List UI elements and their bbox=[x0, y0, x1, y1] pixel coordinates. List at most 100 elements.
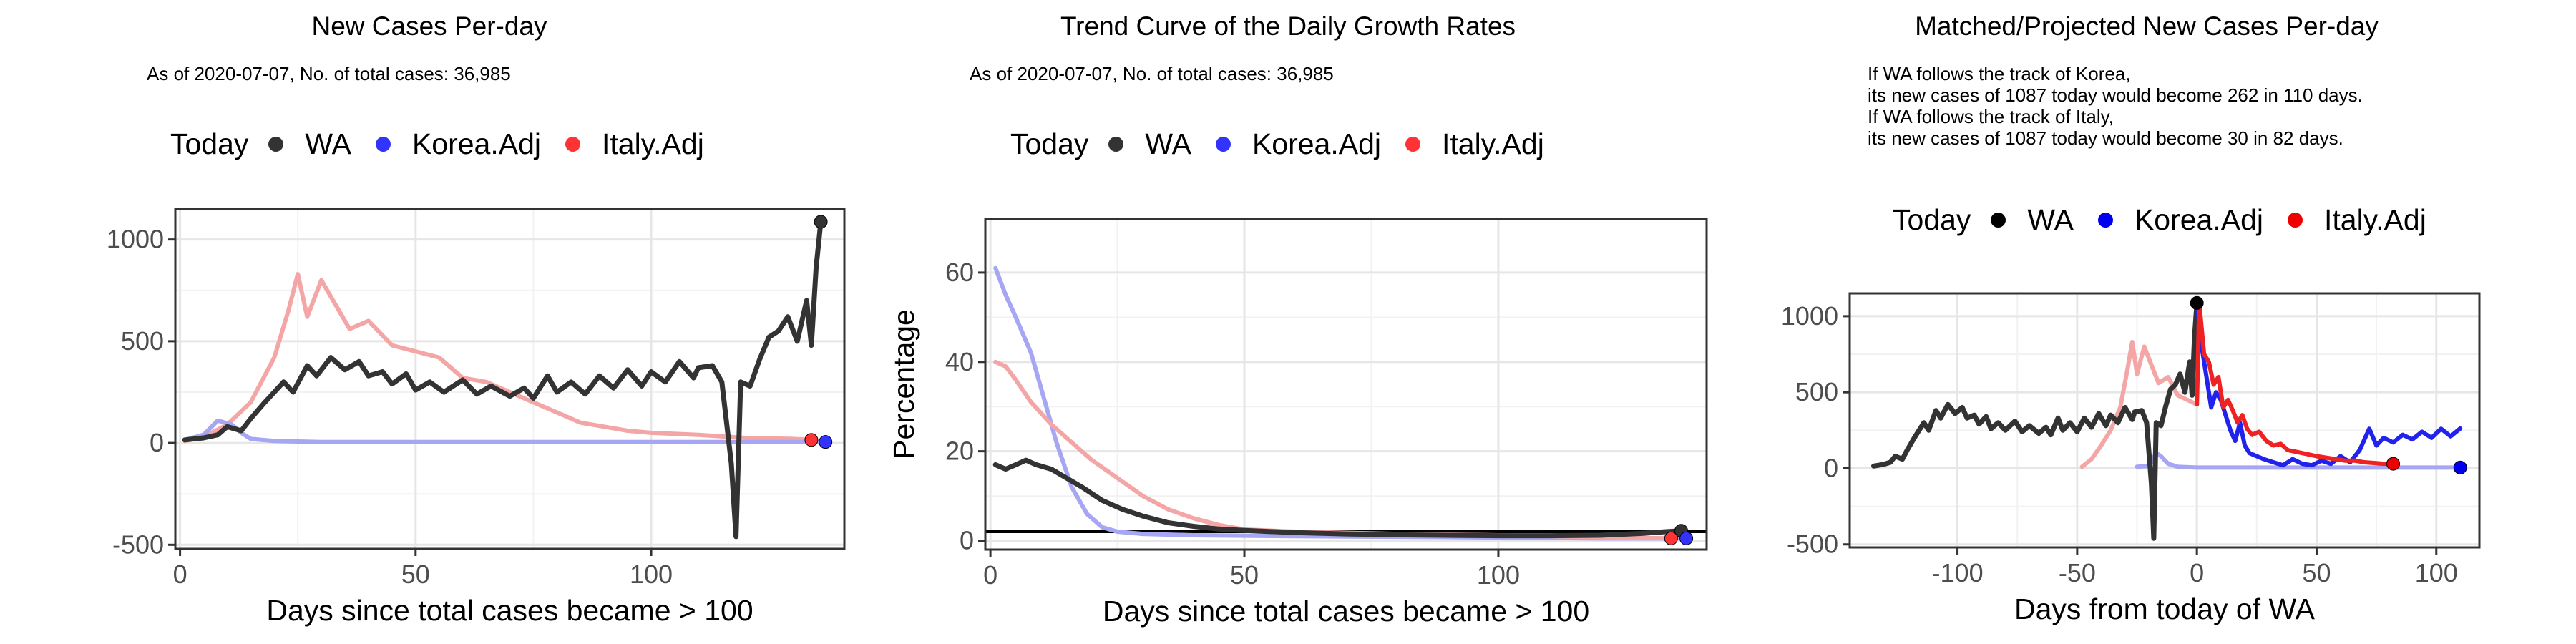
x-axis-title: Days from today of WA bbox=[2014, 592, 2316, 625]
subtitle-line: its new cases of 1087 today would become… bbox=[1868, 84, 2363, 106]
legend-item-korea: Korea.Adj bbox=[375, 127, 542, 161]
x-tick-label: 50 bbox=[1230, 560, 1259, 590]
y-tick-label: 20 bbox=[945, 436, 974, 466]
y-tick-label: 500 bbox=[1795, 377, 1838, 406]
legend-label: Italy.Adj bbox=[2324, 203, 2426, 236]
subtitle-line: As of 2020-07-07, No. of total cases: 36… bbox=[147, 63, 511, 84]
series-line-italy-adj-history bbox=[2079, 340, 2200, 469]
grid bbox=[985, 219, 1707, 550]
legend-dot-icon bbox=[268, 137, 284, 152]
marker-today-italy-adj bbox=[804, 433, 819, 447]
legend-title: Today bbox=[170, 127, 249, 160]
legend-title: Today bbox=[1010, 127, 1089, 160]
series-line-korea-adj bbox=[2195, 301, 2463, 468]
legend-title: Today bbox=[1893, 203, 1971, 236]
marker-today-italy-adj bbox=[1664, 531, 1678, 545]
legend: Today WA Korea.Adj Italy.Adj bbox=[1893, 203, 2451, 237]
legend: Today WA Korea.Adj Italy.Adj bbox=[170, 127, 728, 161]
legend-label: WA bbox=[2027, 203, 2074, 236]
chart-title: Matched/Projected New Cases Per-day bbox=[1915, 11, 2379, 41]
x-axis-title: Days since total cases became > 100 bbox=[266, 594, 753, 627]
y-tick-label: 0 bbox=[1824, 453, 1838, 482]
legend-label: Korea.Adj bbox=[411, 127, 542, 160]
chart-title: Trend Curve of the Daily Growth Rates bbox=[1060, 11, 1516, 41]
marker-today-wa bbox=[814, 215, 828, 229]
y-tick-label: 0 bbox=[150, 428, 164, 457]
y-tick-label: 0 bbox=[960, 526, 974, 555]
legend-item-wa: WA bbox=[1108, 127, 1191, 161]
y-tick-label: 1000 bbox=[1781, 301, 1838, 331]
chart-panel-new-cases: New Cases Per-day As of 2020-07-07, No. … bbox=[0, 0, 859, 644]
series-line-italy-adj bbox=[182, 272, 814, 444]
series-line-italy-adj bbox=[2195, 301, 2396, 467]
x-tick-label: 50 bbox=[2302, 558, 2331, 587]
legend-dot-icon bbox=[2288, 213, 2303, 228]
legend-dot-icon bbox=[1991, 213, 2006, 228]
subtitle-line: its new cases of 1087 today would become… bbox=[1868, 127, 2343, 149]
chart-panel-projected: Matched/Projected New Cases Per-day If W… bbox=[1717, 0, 2576, 644]
subtitle-line: If WA follows the track of Italy, bbox=[1868, 106, 2114, 127]
y-tick-label: 40 bbox=[945, 347, 974, 376]
legend-item-korea: Korea.Adj bbox=[2097, 203, 2264, 237]
chart-subtitle: As of 2020-07-07, No. of total cases: 36… bbox=[970, 63, 1334, 84]
subtitle-line: As of 2020-07-07, No. of total cases: 36… bbox=[970, 63, 1334, 84]
plot-border bbox=[174, 208, 846, 550]
legend-label: Italy.Adj bbox=[1442, 127, 1544, 160]
chart-plot: 0 50 100 -500 0 500 1000 Days since total cases… bbox=[107, 208, 846, 627]
legend-dot-icon bbox=[375, 137, 391, 152]
legend-item-wa: WA bbox=[268, 127, 351, 161]
y-tick-label: -500 bbox=[112, 530, 164, 559]
series-line-wa bbox=[182, 219, 824, 540]
marker-today-korea-adj bbox=[819, 435, 833, 449]
x-tick-label: 0 bbox=[173, 560, 187, 589]
chart-title: New Cases Per-day bbox=[311, 11, 547, 41]
x-tick-label: -50 bbox=[2059, 558, 2096, 587]
legend-dot-icon bbox=[1215, 137, 1231, 152]
legend-dot-icon bbox=[2097, 213, 2113, 228]
y-tick-label: -500 bbox=[1787, 530, 1838, 559]
legend-item-wa: WA bbox=[1991, 203, 2074, 237]
marker-today-korea-adj bbox=[2453, 460, 2467, 474]
legend-dot-icon bbox=[1108, 137, 1124, 152]
legend-label: Korea.Adj bbox=[1252, 127, 1382, 160]
legend-label: Italy.Adj bbox=[602, 127, 704, 160]
legend-item-italy: Italy.Adj bbox=[1405, 127, 1544, 161]
legend-dot-icon bbox=[565, 137, 581, 152]
x-tick-label: -100 bbox=[1932, 558, 1984, 587]
x-tick-label: 50 bbox=[401, 560, 430, 589]
chart-plot: 0 50 100 0 20 40 60 Days since total cases beca… bbox=[887, 218, 1708, 628]
plot-border bbox=[1848, 292, 2481, 549]
marker-today-wa bbox=[2190, 296, 2204, 310]
legend-item-italy: Italy.Adj bbox=[565, 127, 704, 161]
series-line-wa bbox=[1871, 300, 2200, 541]
legend-label: Korea.Adj bbox=[2134, 203, 2264, 236]
legend-label: WA bbox=[305, 127, 351, 160]
grid bbox=[175, 209, 844, 549]
subtitle-line: If WA follows the track of Korea, bbox=[1868, 63, 2131, 84]
chart-subtitle: If WA follows the track of Korea, its ne… bbox=[1868, 63, 2363, 149]
legend-item-italy: Italy.Adj bbox=[2288, 203, 2426, 237]
chart-subtitle: As of 2020-07-07, No. of total cases: 36… bbox=[147, 63, 511, 84]
y-tick-label: 60 bbox=[945, 258, 974, 287]
y-axis-title: Percentage bbox=[887, 309, 920, 459]
legend-item-korea: Korea.Adj bbox=[1215, 127, 1382, 161]
marker-today-italy-adj bbox=[2386, 457, 2401, 471]
plot-border bbox=[984, 218, 1708, 551]
chart-panel-growth-rates: Trend Curve of the Daily Growth Rates As… bbox=[859, 0, 1717, 644]
series-line-korea-adj bbox=[182, 418, 828, 444]
x-tick-label: 100 bbox=[630, 560, 673, 589]
legend-dot-icon bbox=[1405, 137, 1421, 152]
series-line-wa bbox=[992, 457, 1684, 539]
marker-today-korea-adj bbox=[1679, 531, 1694, 545]
y-tick-label: 1000 bbox=[107, 225, 164, 254]
legend: Today WA Korea.Adj Italy.Adj bbox=[1010, 127, 1568, 161]
x-axis-title: Days since total cases became > 100 bbox=[1103, 595, 1589, 628]
y-tick-label: 500 bbox=[121, 326, 164, 356]
x-tick-label: 100 bbox=[1477, 560, 1520, 590]
series-line-italy-adj bbox=[993, 359, 1674, 541]
legend-label: WA bbox=[1145, 127, 1191, 160]
x-tick-label: 0 bbox=[2190, 558, 2204, 587]
x-tick-label: 100 bbox=[2415, 558, 2458, 587]
x-tick-label: 0 bbox=[983, 560, 997, 590]
